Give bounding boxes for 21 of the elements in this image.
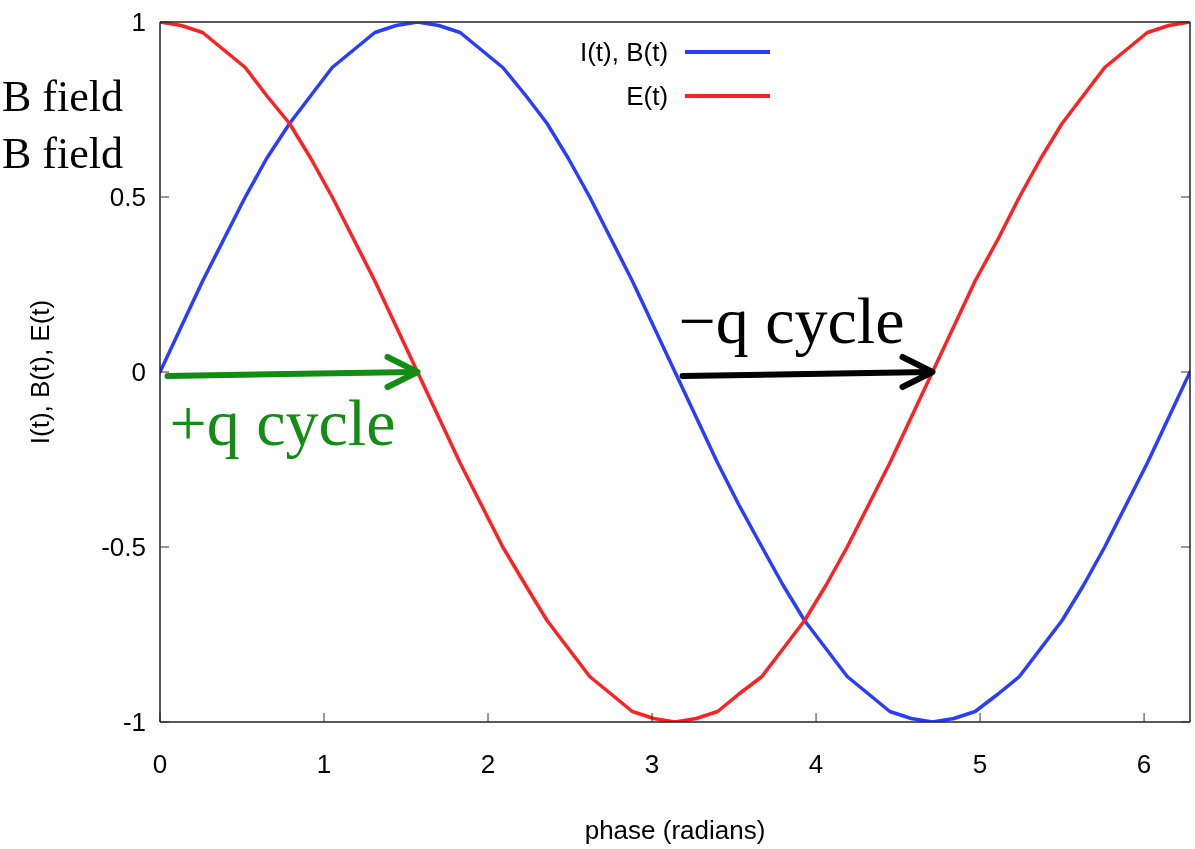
legend-label: I(t), B(t) [579,37,669,67]
x-tick-label: 2 [480,749,496,780]
y-tick-label: 1 [131,7,146,38]
y-tick-label: -0.5 [101,532,146,563]
line-series [160,22,1190,722]
x-tick-label: 4 [808,749,824,780]
x-tick-label: 0 [152,749,168,780]
x-axis-title: phase (radians) [584,815,766,845]
y-tick-label: 0 [131,357,146,388]
x-tick-label: 6 [1136,749,1152,780]
text: B field [2,72,123,121]
y-tick-label: 0.5 [109,182,146,213]
annotation: −q cycle [678,284,905,357]
x-tick-label: 3 [644,749,660,780]
x-tick-label: 5 [972,749,988,780]
legend-label: E(t) [626,81,669,111]
y-axis-title: I(t), B(t), E(t) [25,299,55,445]
y-tick-label: -1 [122,707,146,738]
annotation: +q cycle [169,386,396,459]
x-tick-label: 1 [316,749,332,780]
text: B field [2,129,123,178]
